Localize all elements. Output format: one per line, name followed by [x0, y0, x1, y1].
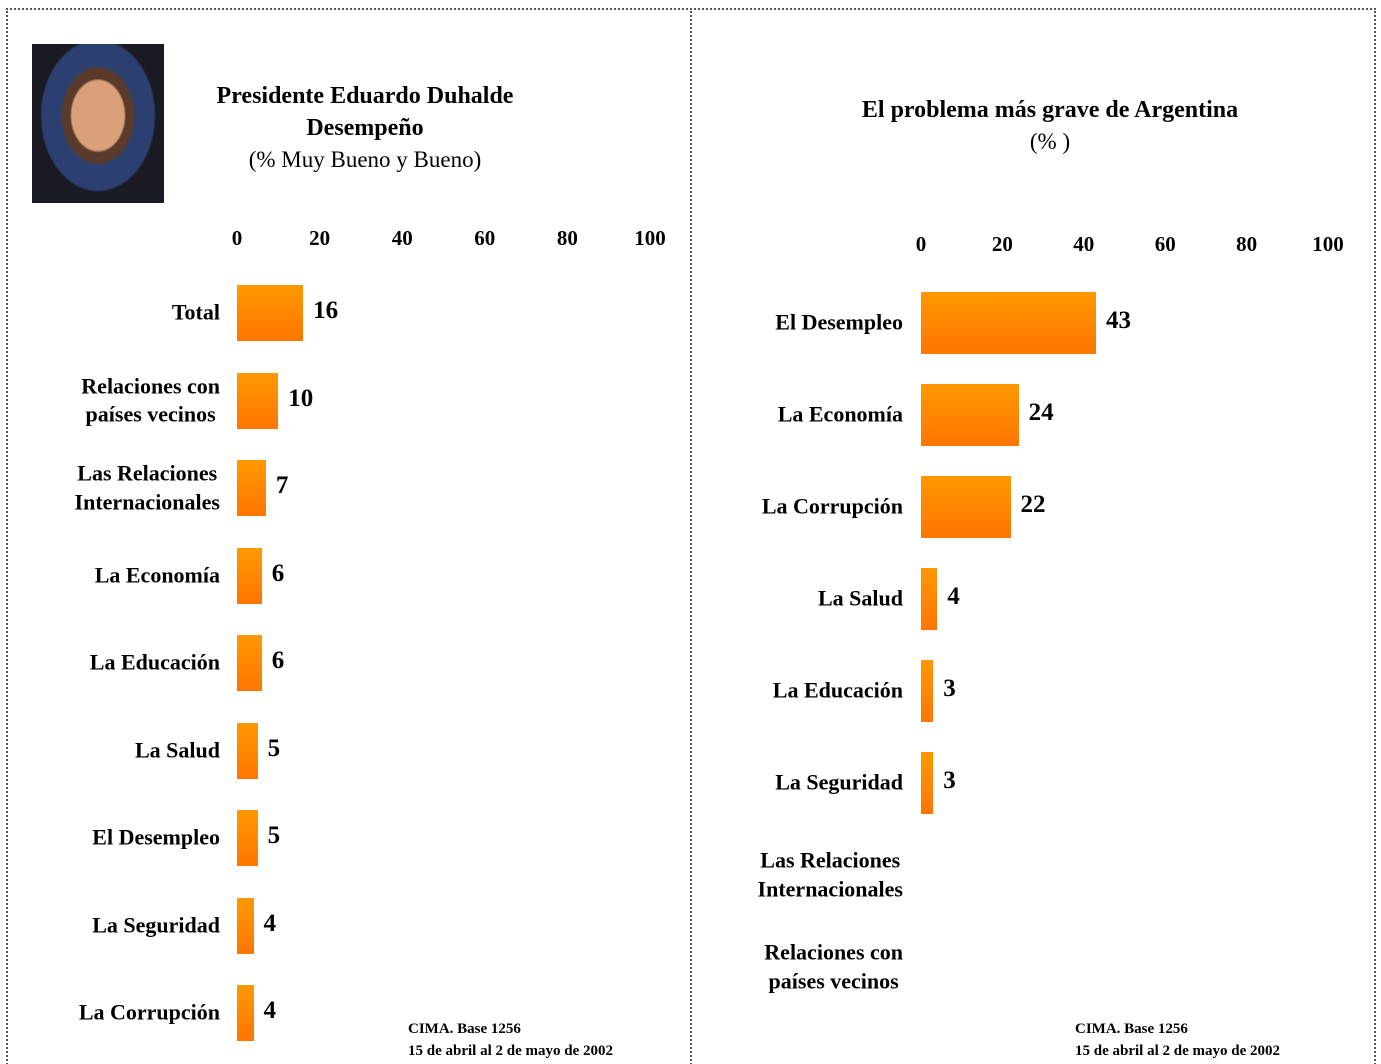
bar	[237, 810, 258, 866]
chart-title: El problema más grave de Argentina	[861, 97, 1239, 123]
bar	[237, 547, 262, 604]
category-label: La Educación	[89, 649, 220, 675]
source-note: CIMA. Base 1256	[1075, 1021, 1188, 1037]
value-label: 4	[947, 582, 960, 610]
category-label: El Desempleo	[92, 824, 220, 850]
category-label: Las Relaciones Internacionales	[757, 847, 903, 901]
bar	[921, 752, 934, 814]
category-label: La Seguridad	[775, 769, 903, 795]
bar	[237, 372, 279, 429]
category-label: Total	[171, 299, 220, 325]
value-label: 16	[313, 296, 339, 324]
category-label: La Corrupción	[761, 493, 903, 519]
x-tick-label: 20	[309, 226, 331, 250]
x-tick-label: 40	[391, 226, 413, 250]
category-label: La Salud	[818, 585, 903, 611]
source-note: CIMA. Base 1256	[408, 1021, 521, 1037]
bar	[237, 722, 258, 779]
bar	[237, 635, 262, 691]
x-tick-label: 0	[231, 226, 243, 250]
value-label: 6	[271, 559, 285, 587]
x-tick-label: 100	[634, 226, 666, 250]
value-label: 3	[943, 674, 956, 702]
bar	[921, 476, 1011, 538]
bar	[921, 660, 934, 722]
x-tick-label: 80	[556, 226, 578, 250]
category-label: Las Relaciones Internacionales	[74, 460, 220, 514]
bar	[921, 568, 938, 630]
x-tick-label: 0	[915, 232, 927, 256]
category-label: La Salud	[135, 737, 220, 763]
bar	[921, 292, 1096, 354]
chart-subtitle: (% )	[1029, 129, 1071, 154]
x-tick-label: 80	[1236, 232, 1258, 256]
value-label: 3	[943, 766, 956, 794]
category-label: La Corrupción	[78, 999, 220, 1025]
value-label: 43	[1106, 306, 1131, 334]
chart-subtitle: (% Muy Bueno y Bueno)	[248, 147, 482, 172]
panel-border	[690, 8, 1376, 1064]
bar	[237, 285, 304, 341]
category-label: Relaciones con países vecinos	[764, 939, 903, 993]
value-label: 24	[1028, 398, 1054, 426]
x-tick-label: 40	[1073, 232, 1095, 256]
category-label: La Educación	[772, 677, 903, 703]
panel-border	[6, 8, 692, 1064]
category-label: La Seguridad	[92, 912, 220, 938]
x-tick-label: 60	[474, 226, 496, 250]
value-label: 5	[267, 821, 281, 849]
value-label: 10	[288, 384, 314, 412]
bar	[237, 985, 254, 1041]
category-label: La Economía	[94, 562, 220, 588]
bar	[237, 897, 254, 954]
category-label: La Economía	[777, 401, 903, 427]
value-label: 4	[263, 996, 277, 1024]
chart-title: Presidente Eduardo Duhalde Desempeño	[216, 83, 514, 141]
value-label: 6	[271, 646, 285, 674]
x-tick-label: 20	[991, 232, 1013, 256]
source-note: 15 de abril al 2 de mayo de 2002	[408, 1043, 613, 1059]
category-label: Relaciones con países vecinos	[81, 372, 220, 427]
value-label: 22	[1020, 490, 1046, 518]
photo	[32, 44, 164, 203]
bar	[237, 460, 266, 516]
value-label: 7	[275, 471, 289, 499]
x-tick-label: 100	[1312, 232, 1344, 256]
source-note: 15 de abril al 2 de mayo de 2002	[1075, 1043, 1280, 1059]
value-label: 5	[267, 734, 281, 762]
bar	[921, 384, 1019, 446]
category-label: El Desempleo	[775, 309, 903, 335]
value-label: 4	[263, 909, 277, 937]
x-tick-label: 60	[1154, 232, 1176, 256]
